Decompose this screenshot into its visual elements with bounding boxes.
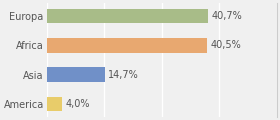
- Bar: [46, 97, 62, 111]
- Bar: [46, 9, 208, 23]
- Bar: [46, 38, 207, 53]
- Bar: [46, 67, 105, 82]
- Text: 4,0%: 4,0%: [66, 99, 90, 109]
- Text: 40,7%: 40,7%: [211, 11, 242, 21]
- Text: 40,5%: 40,5%: [210, 40, 241, 50]
- Text: 14,7%: 14,7%: [108, 70, 139, 80]
